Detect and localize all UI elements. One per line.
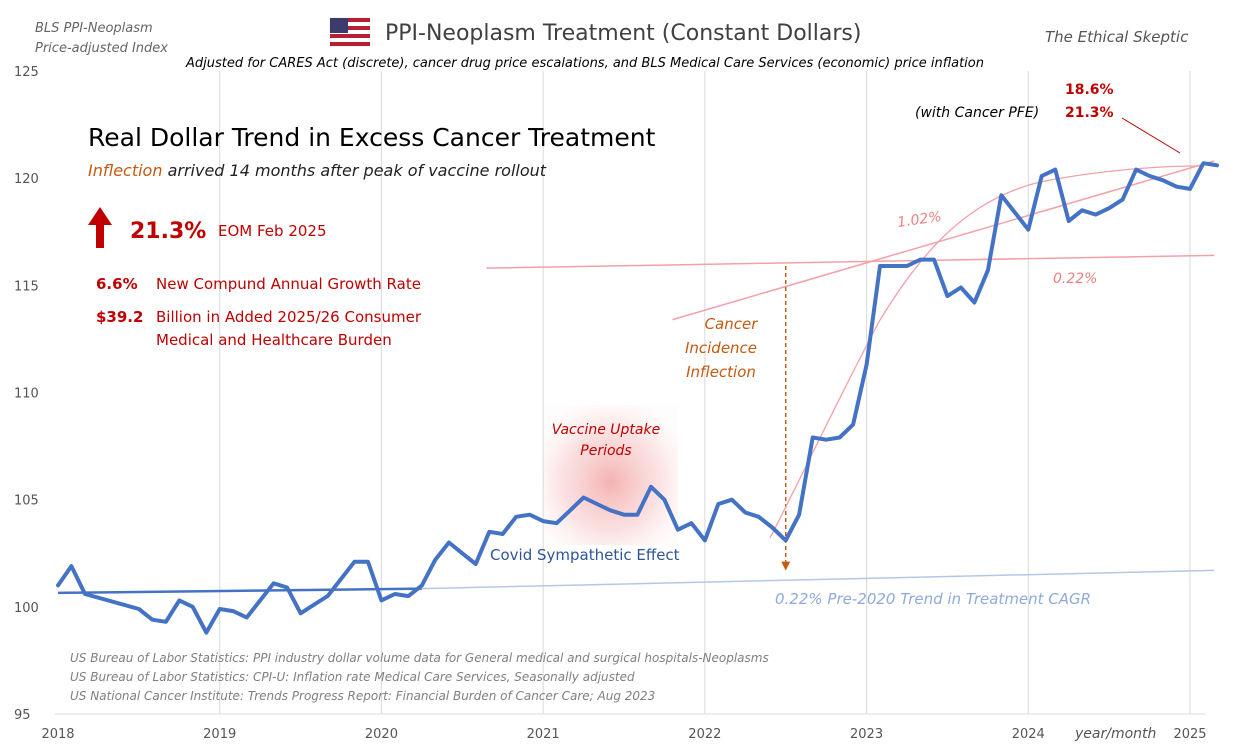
grid-lines <box>219 71 1191 714</box>
y-tick-100: 100 <box>14 601 39 616</box>
source-line-1: US Bureau of Labor Statistics: PPI indus… <box>70 651 769 665</box>
trend-lines <box>57 160 1215 595</box>
chart-title: PPI-Neoplasm Treatment (Constant Dollars… <box>385 21 861 46</box>
x-tick-2024: 2024 <box>1012 727 1045 742</box>
trend-label-022-upper: 0.22% <box>1053 271 1097 287</box>
left-label-line1: BLS PPI-Neoplasm <box>35 21 153 36</box>
cagr-label: New Compund Annual Growth Rate <box>156 275 421 293</box>
left-label-line2: Price-adjusted Index <box>35 41 168 56</box>
burden-label-line1: Billion in Added 2025/26 Consumer <box>156 308 422 326</box>
panel-subheading-rest: arrived 14 months after peak of vaccine … <box>162 161 546 180</box>
y-tick-115: 115 <box>14 279 39 294</box>
inflection-label-line2: Incidence <box>685 339 757 357</box>
x-tick-2025: 2025 <box>1173 727 1206 742</box>
vaccine-uptake-band <box>543 405 678 545</box>
inflection-label-line3: Inflection <box>686 363 756 381</box>
y-tick-110: 110 <box>14 387 39 402</box>
y-axis: 95 100 105 110 115 120 125 <box>14 65 39 723</box>
y-tick-125: 125 <box>14 65 39 80</box>
y-tick-120: 120 <box>14 172 39 187</box>
x-axis: 2018 2019 2020 2021 2022 2023 2024 2025 <box>41 727 1206 742</box>
brand-logo-text: The Ethical Skeptic <box>1045 28 1189 46</box>
panel-subheading: Inflection arrived 14 months after peak … <box>88 161 547 180</box>
cagr-value: 6.6% <box>96 275 138 293</box>
burden-label-line2: Medical and Healthcare Burden <box>156 331 392 349</box>
trendline-1 <box>421 569 1215 590</box>
big-percentage-note: EOM Feb 2025 <box>218 222 327 240</box>
us-flag-icon <box>329 17 371 47</box>
trendline-0 <box>57 587 422 595</box>
y-tick-105: 105 <box>14 494 39 509</box>
vaccine-label-line2: Periods <box>580 443 631 459</box>
with-pfe-percentage: 21.3% <box>1065 105 1114 121</box>
x-tick-2022: 2022 <box>688 727 721 742</box>
panel-subheading-highlight: Inflection <box>88 161 162 180</box>
with-pfe-label: (with Cancer PFE) <box>915 105 1039 121</box>
x-tick-2021: 2021 <box>527 727 560 742</box>
chart-subtitle: Adjusted for CARES Act (discrete), cance… <box>185 56 984 71</box>
source-line-2: US Bureau of Labor Statistics: CPI-U: In… <box>70 670 635 684</box>
inflection-label-line1: Cancer <box>705 315 759 333</box>
series-line-ppi-neoplasm <box>56 161 1219 635</box>
big-percentage: 21.3% <box>130 219 206 244</box>
covid-effect-label: Covid Sympathetic Effect <box>490 546 680 564</box>
vaccine-label-line1: Vaccine Uptake <box>552 422 660 438</box>
pfe-pointer-line <box>1121 117 1181 154</box>
top-right-percentage: 18.6% <box>1065 82 1114 98</box>
trendline-2 <box>672 160 1215 321</box>
y-tick-95: 95 <box>14 708 31 723</box>
burden-value: $39.2 <box>96 308 143 326</box>
x-tick-2020: 2020 <box>365 727 398 742</box>
up-arrow-icon <box>88 207 112 248</box>
panel-heading: Real Dollar Trend in Excess Cancer Treat… <box>88 123 656 152</box>
x-tick-2018: 2018 <box>41 727 74 742</box>
x-tick-2023: 2023 <box>850 727 883 742</box>
pre2020-trend-label: 0.22% Pre-2020 Trend in Treatment CAGR <box>775 590 1091 608</box>
trendline-3 <box>486 254 1215 269</box>
trend-label-102: 1.02% <box>896 209 942 231</box>
x-axis-note: year/month <box>1074 726 1156 742</box>
x-tick-2019: 2019 <box>203 727 236 742</box>
fitted-curve <box>769 165 1201 539</box>
source-line-3: US National Cancer Institute: Trends Pro… <box>70 689 655 703</box>
